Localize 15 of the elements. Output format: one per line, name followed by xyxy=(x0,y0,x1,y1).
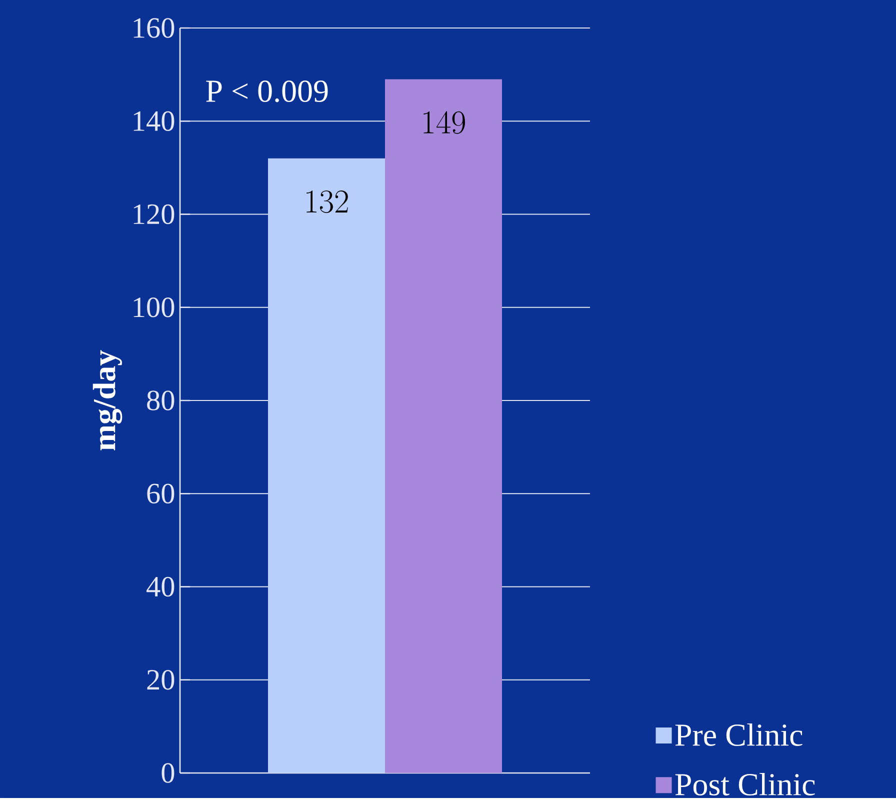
y-tick-label: 120 xyxy=(134,204,174,224)
y-tick-label: 100 xyxy=(134,298,174,318)
y-tick-label: 60 xyxy=(147,484,174,504)
y-tick-label: 160 xyxy=(134,18,174,38)
y-axis-title: mg/day xyxy=(92,350,122,451)
y-tick-label: 140 xyxy=(134,111,174,132)
y-tick-label: 80 xyxy=(147,390,174,411)
data-label: 149 xyxy=(424,111,465,134)
data-label: 132 xyxy=(306,190,348,214)
y-tick-label: 20 xyxy=(147,670,174,690)
annotation: P < 0.009 xyxy=(206,80,328,102)
legend-label: Pre Clinic xyxy=(675,724,802,746)
legend-label: Post Clinic xyxy=(675,773,815,796)
y-tick-label: 0 xyxy=(162,763,174,784)
y-tick-label: 40 xyxy=(146,577,174,597)
